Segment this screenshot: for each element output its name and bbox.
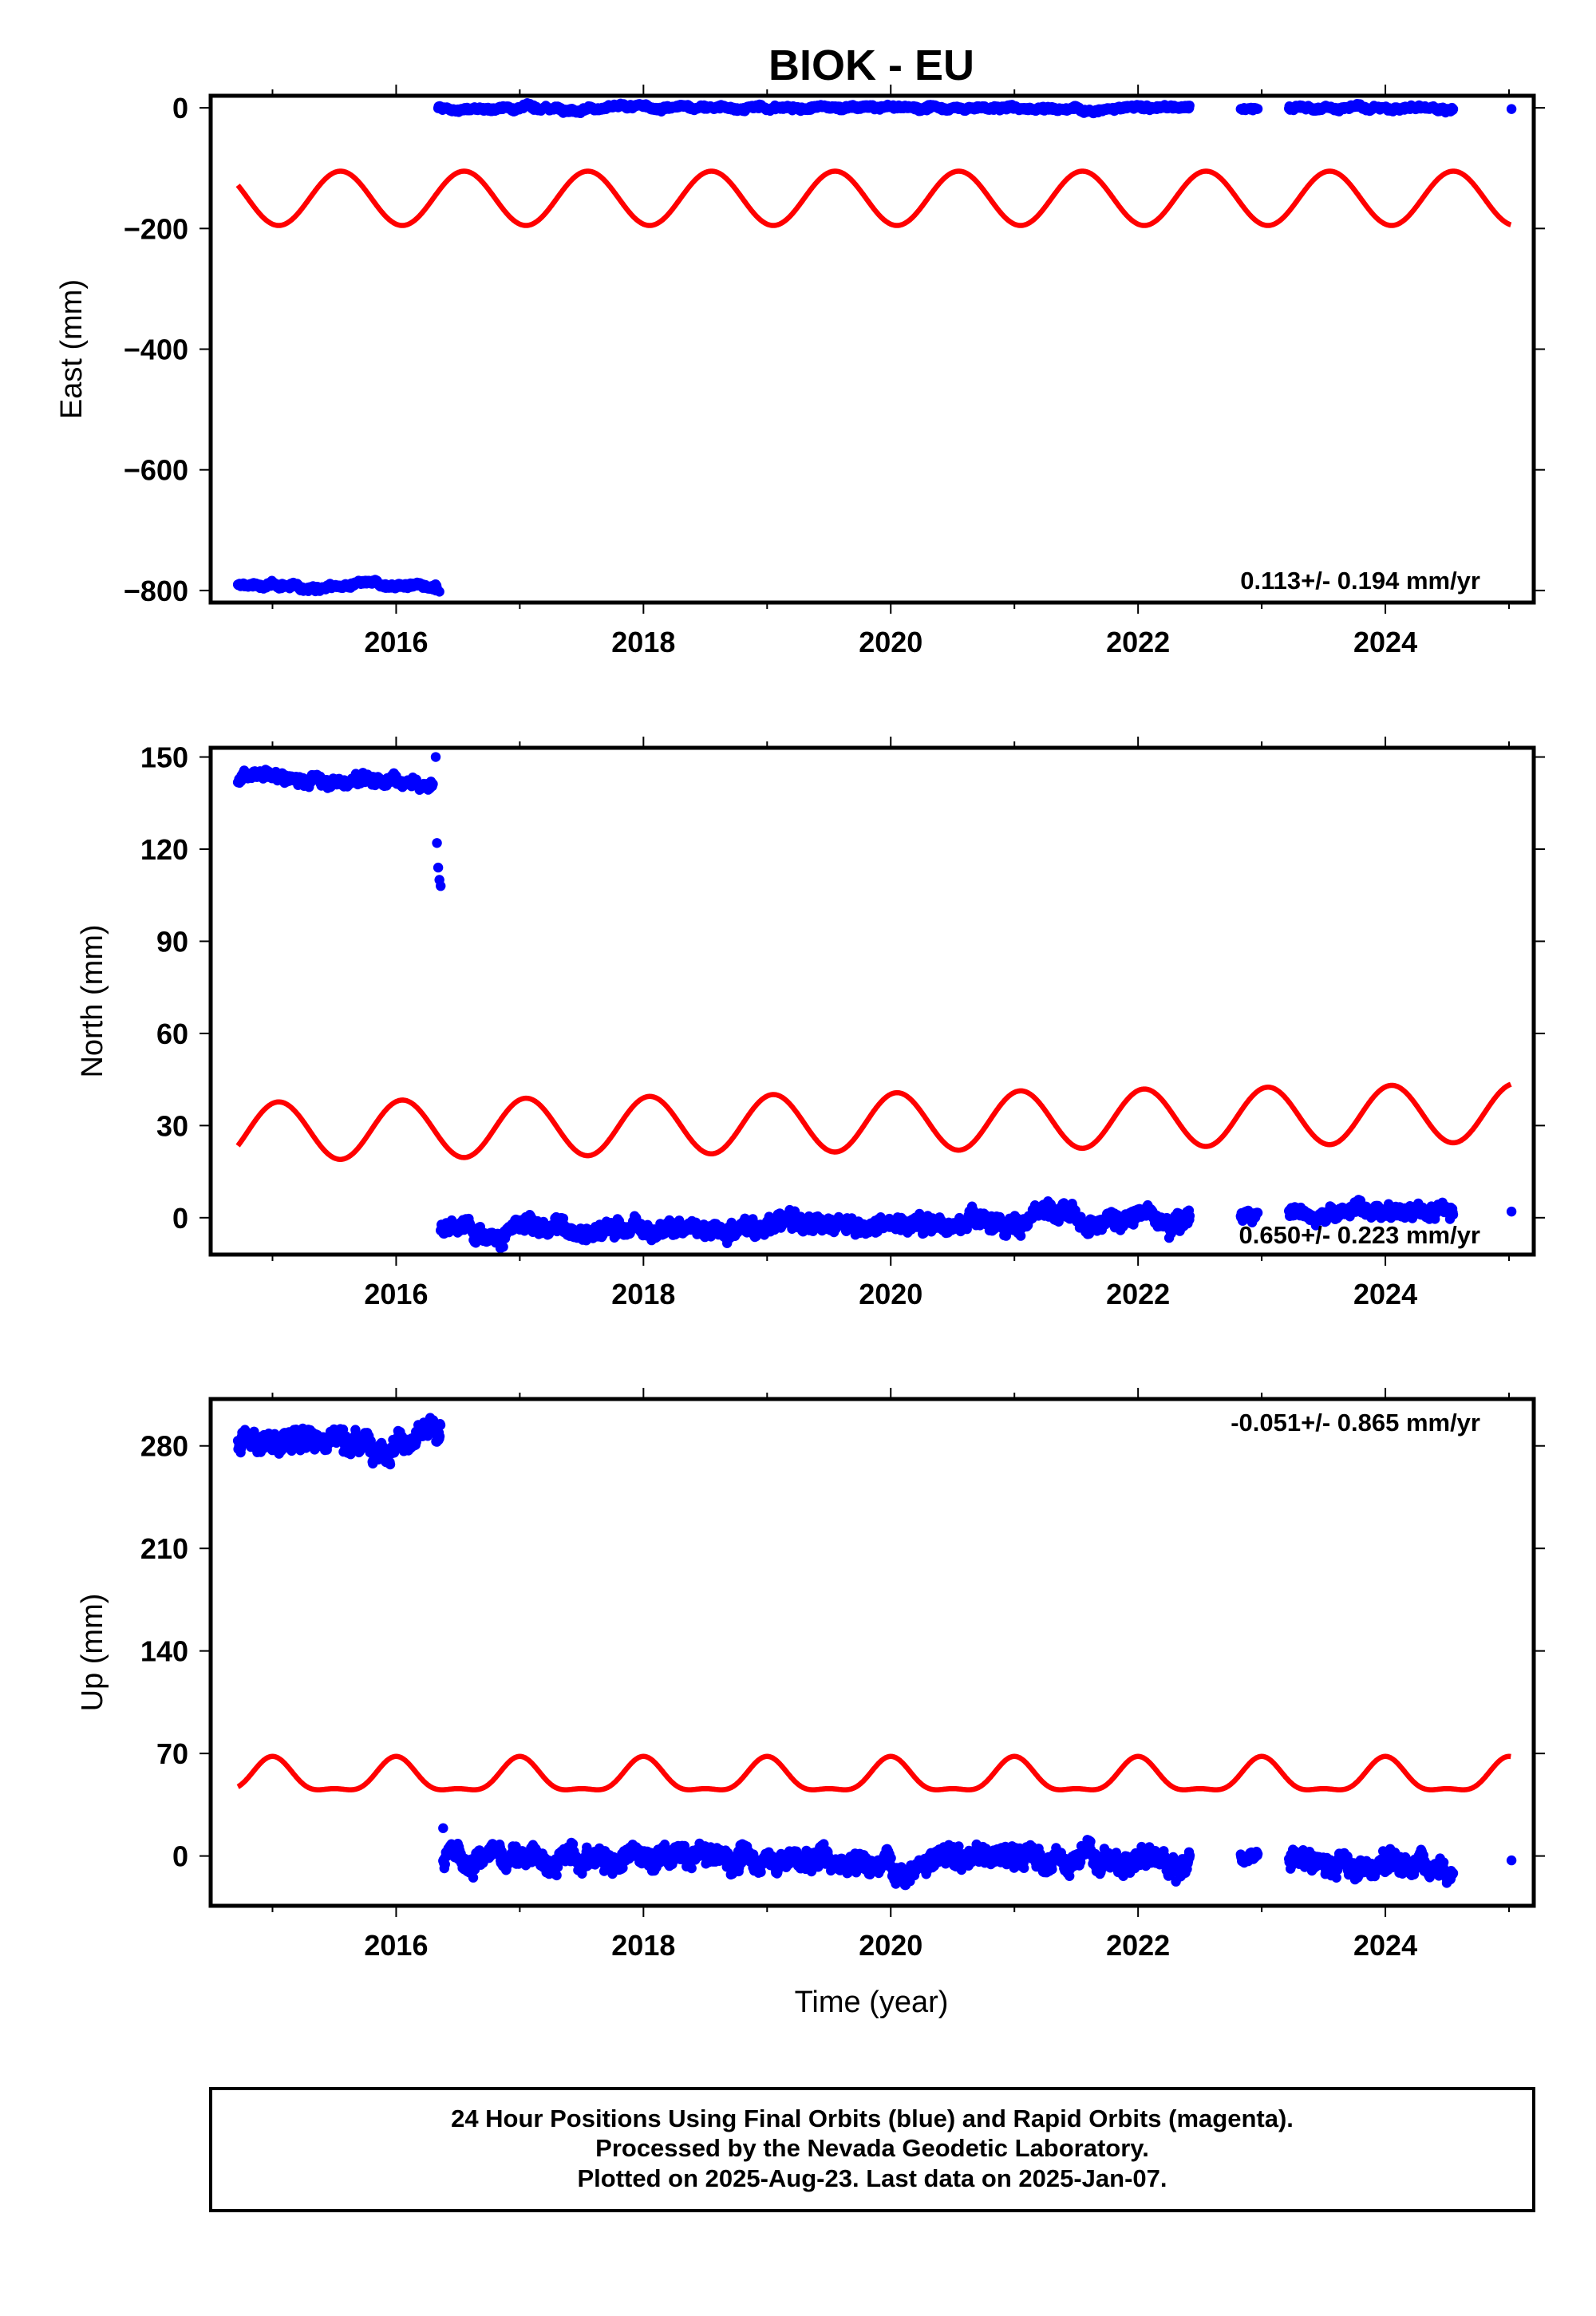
x-ticks: 2016 2018 2020 2022 2024 xyxy=(271,737,1511,1310)
y-ticks: 0 −200 −400 −600 −800 xyxy=(124,92,1545,607)
x-tick-label: 2016 xyxy=(364,626,428,658)
data-point xyxy=(498,1242,508,1252)
x-tick-label: 2022 xyxy=(1106,1278,1170,1310)
y-axis-label: East (mm) xyxy=(55,279,89,419)
data-point xyxy=(434,587,444,597)
east-panel: 2016 2018 2020 2022 2024 0 −200 −400 −600 −800 Eas… xyxy=(55,85,1545,658)
rate-annotation: 0.113+/- 0.194 mm/yr xyxy=(1240,567,1480,595)
y-tick-label: 0 xyxy=(172,92,188,124)
y-axis-label: North (mm) xyxy=(76,924,109,1077)
figure-title: BIOK - EU xyxy=(768,41,974,89)
y-tick-label: 120 xyxy=(140,833,188,866)
y-tick-label: −200 xyxy=(124,212,188,245)
final-orbit-points xyxy=(232,98,1517,597)
y-tick-label: 150 xyxy=(140,741,188,774)
x-ticks: 2016 2018 2020 2022 2024 xyxy=(271,85,1511,658)
y-tick-label: 0 xyxy=(172,1202,188,1235)
north-panel: 2016 2018 2020 2022 2024 150 120 90 60 30 0 North (… xyxy=(76,737,1545,1310)
data-point xyxy=(1015,1231,1026,1241)
x-tick-label: 2018 xyxy=(611,1278,675,1310)
data-point xyxy=(428,779,438,789)
data-point xyxy=(1184,101,1195,111)
y-tick-label: 30 xyxy=(156,1109,188,1142)
x-tick-label: 2016 xyxy=(364,1278,428,1310)
data-point xyxy=(1506,104,1517,114)
final-orbit-points xyxy=(232,752,1517,1254)
data-point xyxy=(1252,104,1263,114)
y-ticks: 150 120 90 60 30 0 xyxy=(140,741,1545,1235)
y-tick-label: −800 xyxy=(124,575,188,607)
data-point xyxy=(1448,104,1459,114)
x-tick-label: 2020 xyxy=(859,626,922,658)
y-tick-label: −400 xyxy=(124,334,188,366)
x-tick-label: 2020 xyxy=(859,1278,922,1310)
y-tick-label: 90 xyxy=(156,925,188,958)
x-tick-label: 2024 xyxy=(1353,1278,1417,1310)
y-tick-label: 60 xyxy=(156,1018,188,1050)
model-curve xyxy=(235,168,1513,228)
y-tick-label: −600 xyxy=(124,454,188,487)
x-tick-label: 2024 xyxy=(1353,626,1417,658)
x-tick-label: 2022 xyxy=(1106,626,1170,658)
x-tick-label: 2018 xyxy=(611,626,675,658)
plot-frame xyxy=(208,93,1536,605)
